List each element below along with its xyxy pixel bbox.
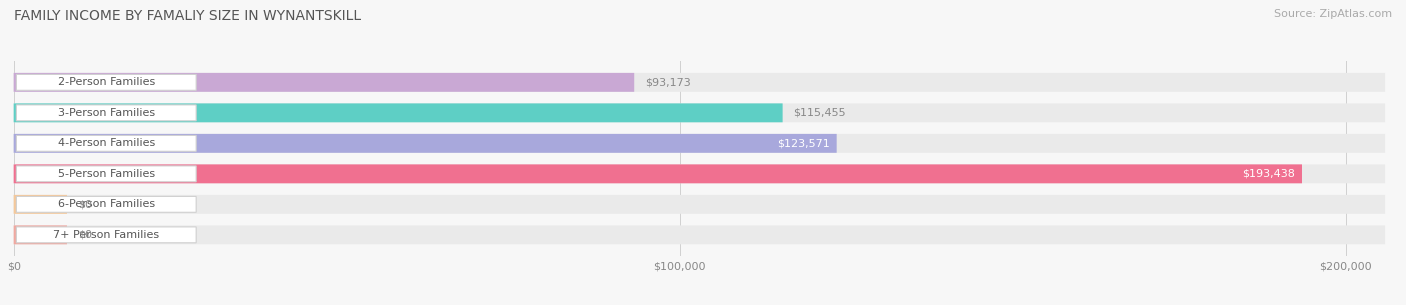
FancyBboxPatch shape: [14, 134, 1385, 153]
Text: FAMILY INCOME BY FAMALIY SIZE IN WYNANTSKILL: FAMILY INCOME BY FAMALIY SIZE IN WYNANTS…: [14, 9, 361, 23]
Text: $123,571: $123,571: [778, 138, 830, 148]
Text: Source: ZipAtlas.com: Source: ZipAtlas.com: [1274, 9, 1392, 19]
Text: 4-Person Families: 4-Person Families: [58, 138, 155, 148]
Text: 7+ Person Families: 7+ Person Families: [53, 230, 159, 240]
Text: 2-Person Families: 2-Person Families: [58, 77, 155, 87]
FancyBboxPatch shape: [14, 164, 1302, 183]
Text: $0: $0: [77, 230, 91, 240]
Text: 6-Person Families: 6-Person Families: [58, 199, 155, 209]
Text: $115,455: $115,455: [793, 108, 846, 118]
FancyBboxPatch shape: [14, 103, 783, 122]
Text: 3-Person Families: 3-Person Families: [58, 108, 155, 118]
Text: $93,173: $93,173: [645, 77, 690, 87]
FancyBboxPatch shape: [14, 164, 1385, 183]
FancyBboxPatch shape: [14, 134, 837, 153]
FancyBboxPatch shape: [14, 195, 67, 214]
FancyBboxPatch shape: [14, 73, 1385, 92]
FancyBboxPatch shape: [14, 73, 634, 92]
FancyBboxPatch shape: [14, 225, 67, 244]
FancyBboxPatch shape: [17, 227, 197, 243]
FancyBboxPatch shape: [17, 196, 197, 212]
FancyBboxPatch shape: [14, 225, 1385, 244]
Text: $0: $0: [77, 199, 91, 209]
FancyBboxPatch shape: [14, 195, 1385, 214]
Text: 5-Person Families: 5-Person Families: [58, 169, 155, 179]
FancyBboxPatch shape: [14, 103, 1385, 122]
FancyBboxPatch shape: [17, 105, 197, 121]
FancyBboxPatch shape: [17, 74, 197, 90]
FancyBboxPatch shape: [17, 135, 197, 151]
Text: $193,438: $193,438: [1243, 169, 1295, 179]
FancyBboxPatch shape: [17, 166, 197, 182]
